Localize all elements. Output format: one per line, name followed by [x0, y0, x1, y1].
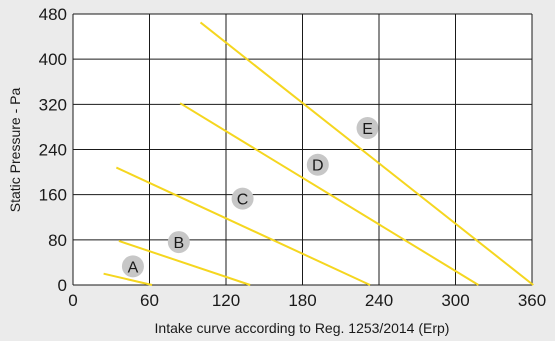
y-tick-label: 240 [39, 141, 67, 160]
series-badge-c [231, 187, 254, 210]
x-axis-label: Intake curve according to Reg. 1253/2014… [155, 320, 450, 336]
series-badge-a [121, 255, 144, 278]
series-line-d [179, 102, 479, 286]
x-tick-label: 240 [365, 291, 393, 310]
y-tick-label: 480 [39, 5, 67, 24]
series-lines [103, 21, 534, 286]
tick-labels: 0 60 120 180 240 300 360 0 80 160 240 320 400 480 [39, 5, 547, 310]
series-line-b [118, 240, 251, 286]
series-badge-b [167, 231, 190, 254]
y-axis-label: Static Pressure - Pa [7, 88, 23, 213]
series-line-a [103, 272, 153, 286]
series-line-e [199, 21, 534, 286]
x-tick-label: 120 [212, 291, 240, 310]
x-tick-label: 60 [140, 291, 159, 310]
y-tick-label: 320 [39, 95, 67, 114]
x-tick-label: 300 [441, 291, 469, 310]
y-tick-label: 80 [48, 231, 67, 250]
x-tick-label: 360 [518, 291, 546, 310]
series-label-e: E [362, 121, 373, 138]
y-tick-label: 160 [39, 186, 67, 205]
series-label-a: A [128, 259, 139, 276]
series-badge-d [306, 153, 329, 176]
series-label-d: D [312, 158, 324, 175]
series-labels: A B C D E [121, 117, 379, 278]
series-badge-e [356, 117, 379, 140]
x-tick-label: 0 [68, 291, 77, 310]
x-tick-label: 180 [288, 291, 316, 310]
series-line-c [115, 166, 371, 286]
y-tick-label: 0 [58, 276, 67, 295]
series-label-c: C [237, 192, 249, 209]
y-tick-label: 400 [39, 50, 67, 69]
series-label-b: B [173, 235, 184, 252]
